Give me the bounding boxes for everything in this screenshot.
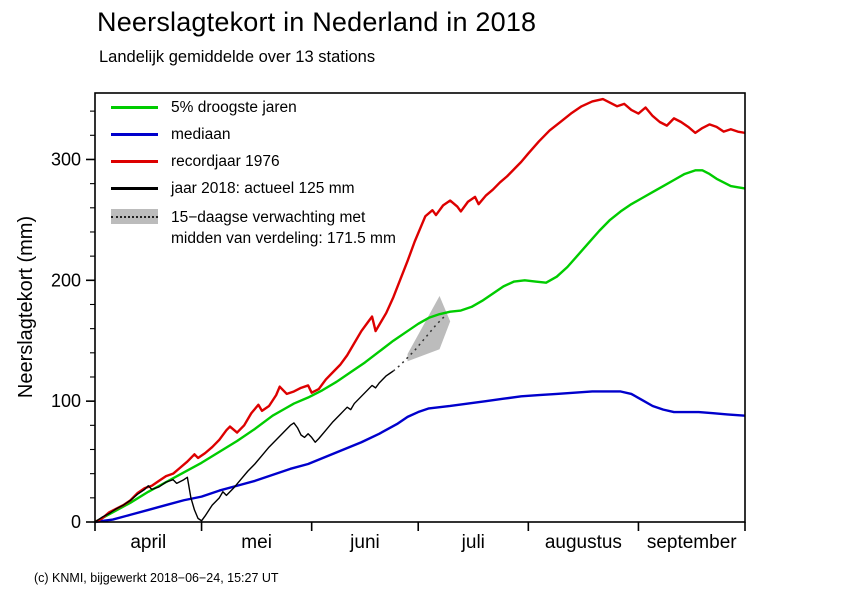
month-label: juni <box>349 532 380 553</box>
legend-item-jaar2018: jaar 2018: actueel 125 mm <box>111 175 396 202</box>
forecast-legend-line2: midden van verdeling: 171.5 mm <box>171 230 396 247</box>
series-mediaan <box>94 390 746 524</box>
chart-legend: 5% droogste jaren mediaan recordjaar 197… <box>111 94 396 249</box>
legend-item-record1976: recordjaar 1976 <box>111 148 396 175</box>
series-jaar-2018 <box>94 370 394 523</box>
legend-label: 5% droogste jaren <box>171 98 297 116</box>
forecast-legend-text: 15−daagse verwachting met midden van ver… <box>171 207 396 249</box>
forecast-legend-line1: 15−daagse verwachting met <box>171 209 366 226</box>
black-line-swatch-icon <box>111 187 158 190</box>
series-recordjaar-1976 <box>94 97 746 524</box>
y-tick-label: 200 <box>51 270 81 290</box>
legend-item-forecast: 15−daagse verwachting met midden van ver… <box>111 207 396 249</box>
y-axis-label: Neerslagtekort (mm) <box>15 216 37 398</box>
forecast-uncertainty-band <box>407 296 451 362</box>
page-subtitle: Landelijk gemiddelde over 13 stations <box>99 48 376 66</box>
y-tick-label: 0 <box>71 512 81 532</box>
blue-line-swatch-icon <box>111 133 158 136</box>
legend-item-mediaan: mediaan <box>111 121 396 148</box>
month-label: september <box>647 532 737 553</box>
series-droogste-5pct <box>94 169 746 524</box>
legend-item-droogste: 5% droogste jaren <box>111 94 396 121</box>
dotted-line-icon <box>111 215 158 218</box>
green-line-swatch-icon <box>111 106 158 109</box>
copyright-footer: (c) KNMI, bijgewerkt 2018−06−24, 15:27 U… <box>34 571 279 585</box>
legend-label: jaar 2018: actueel 125 mm <box>171 179 355 197</box>
page-title: Neerslagtekort in Nederland in 2018 <box>97 7 537 37</box>
legend-label: recordjaar 1976 <box>171 152 280 170</box>
y-tick-label: 300 <box>51 149 81 169</box>
legend-label: mediaan <box>171 125 231 143</box>
month-label: juli <box>461 532 485 553</box>
plot-frame <box>94 92 746 523</box>
plot-area: 0 100 200 300 april mei juni juli augustus septem… <box>51 92 746 553</box>
y-tick-label: 100 <box>51 391 81 411</box>
forecast-band-swatch-icon <box>111 209 158 224</box>
series-verwachting-15d <box>392 314 448 372</box>
month-label: augustus <box>545 532 622 553</box>
red-line-swatch-icon <box>111 160 158 163</box>
month-label: mei <box>241 532 272 553</box>
month-label: april <box>130 532 166 553</box>
